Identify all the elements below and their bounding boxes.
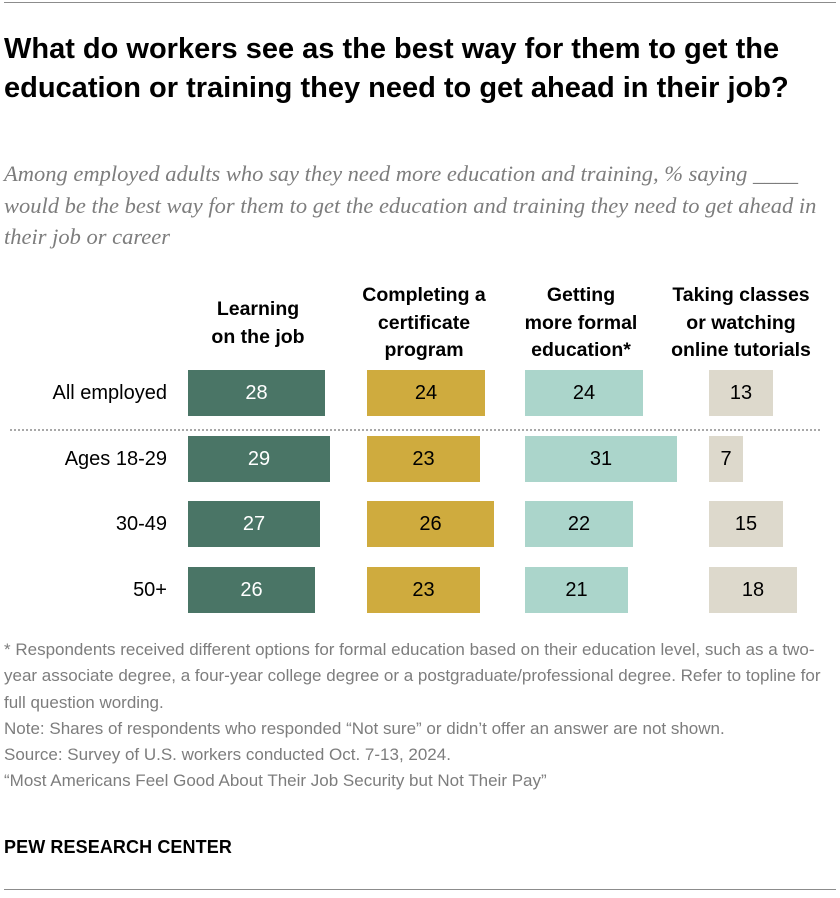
bar: 26 xyxy=(367,501,494,547)
chart-subtitle: Among employed adults who say they need … xyxy=(4,161,817,249)
bar-value-label: 18 xyxy=(741,578,765,601)
bottom-rule xyxy=(4,889,836,890)
row-label: Ages 18-29 xyxy=(64,448,167,470)
top-rule xyxy=(4,2,836,3)
bar: 29 xyxy=(188,436,330,482)
bar-value-label: 24 xyxy=(414,381,438,404)
bar-value-label: 7 xyxy=(720,447,732,470)
group-divider xyxy=(10,429,820,431)
bar-value-label: 28 xyxy=(245,381,268,404)
report-title: “Most Americans Feel Good About Their Jo… xyxy=(4,771,547,791)
note: Note: Shares of respondents who responde… xyxy=(4,718,725,738)
row-label: 30-49 xyxy=(115,513,167,535)
bar-value-label: 29 xyxy=(247,447,271,470)
bar-value-label: 24 xyxy=(572,381,596,404)
bar-value-label: 21 xyxy=(565,578,588,601)
bar: 18 xyxy=(709,567,797,613)
bar: 28 xyxy=(188,370,325,416)
bar: 15 xyxy=(709,501,783,547)
bar: 23 xyxy=(367,567,480,613)
bar-value-label: 31 xyxy=(589,447,613,470)
bar: 24 xyxy=(367,370,485,416)
source: Source: Survey of U.S. workers conducted… xyxy=(4,745,451,765)
column-header-1: Learning on the job xyxy=(211,298,305,348)
bar: 27 xyxy=(188,501,320,547)
bar-value-label: 15 xyxy=(734,512,758,535)
bar-value-label: 23 xyxy=(412,447,435,470)
bar: 21 xyxy=(525,567,628,613)
bar-value-label: 13 xyxy=(729,381,753,404)
bar: 31 xyxy=(525,436,677,482)
column-header-2: Completing a certificate program xyxy=(362,284,486,361)
footnote: * Respondents received different options… xyxy=(4,640,821,712)
bar-value-label: 22 xyxy=(567,512,591,535)
bar: 7 xyxy=(709,436,743,482)
column-header-4: Taking classes or watching online tutori… xyxy=(671,284,811,361)
bar-value-label: 27 xyxy=(242,512,266,535)
bar: 24 xyxy=(525,370,643,416)
bar: 23 xyxy=(367,436,480,482)
notes: * Respondents received different options… xyxy=(4,637,824,795)
bar-value-label: 26 xyxy=(419,512,442,535)
bar-value-label: 26 xyxy=(240,578,263,601)
row-label: 50+ xyxy=(133,579,167,601)
bar: 13 xyxy=(709,370,773,416)
brand-label: PEW RESEARCH CENTER xyxy=(4,837,232,857)
column-header-3: Getting more formal education* xyxy=(524,284,638,361)
bar-value-label: 23 xyxy=(412,578,435,601)
row-label: All employed xyxy=(52,382,167,404)
bar: 22 xyxy=(525,501,633,547)
bar: 26 xyxy=(188,567,315,613)
chart-title: What do workers see as the best way for … xyxy=(4,33,789,104)
